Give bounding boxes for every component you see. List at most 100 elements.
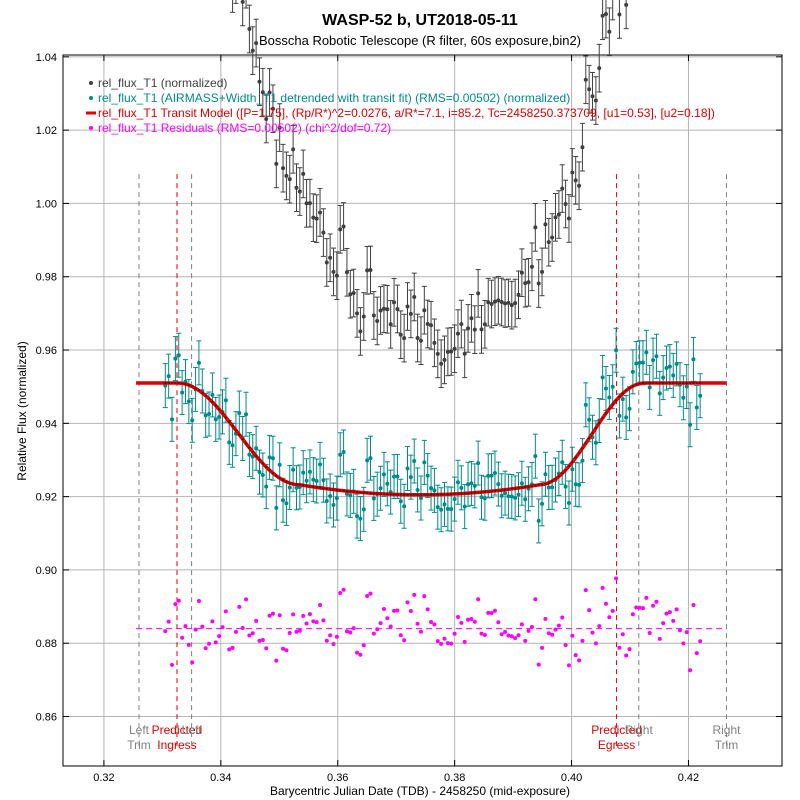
chart-title: WASP-52 b, UT2018-05-11 — [322, 12, 518, 29]
raw-flux-point — [566, 216, 571, 221]
raw-flux-point — [422, 308, 427, 313]
residual-point — [210, 619, 215, 624]
transit-model-point — [436, 493, 439, 496]
raw-flux-point — [432, 340, 437, 345]
detrended-flux-point — [425, 473, 430, 478]
raw-flux-point — [254, 41, 259, 46]
transit-model-point — [356, 491, 359, 494]
raw-flux-point — [425, 321, 430, 326]
transit-model-point — [584, 442, 587, 445]
residual-point — [432, 622, 437, 627]
raw-flux-point — [553, 215, 558, 220]
detrended-flux-point — [442, 502, 447, 507]
detrended-flux-point — [244, 412, 249, 417]
vertical-marker-label: Ingress — [157, 738, 196, 752]
residual-point — [277, 613, 282, 618]
residual-point — [203, 646, 208, 651]
y-axis-label: Relative Flux (normalized) — [15, 341, 29, 480]
transit-model-point — [541, 483, 544, 486]
transit-model-point — [578, 452, 581, 455]
detrended-flux-point — [190, 418, 195, 423]
raw-flux-point — [348, 292, 353, 297]
transit-model-point — [339, 489, 342, 492]
detrended-flux-point — [506, 494, 511, 499]
x-tick-label: 0.38 — [444, 772, 465, 784]
residual-point — [677, 628, 682, 633]
x-tick-label: 0.36 — [327, 772, 348, 784]
residual-point — [516, 633, 521, 638]
transit-model-point — [258, 458, 261, 461]
raw-flux-point — [284, 173, 289, 178]
detrended-flux-point — [560, 460, 565, 465]
transit-model-point — [477, 491, 480, 494]
detrended-flux-point — [593, 440, 598, 445]
detrended-flux-point — [694, 405, 699, 410]
raw-flux-point — [536, 281, 541, 286]
residual-point — [533, 597, 538, 602]
raw-flux-point — [590, 94, 595, 99]
residual-point — [634, 605, 639, 610]
y-tick-label: 1.04 — [36, 52, 57, 64]
residual-point — [583, 588, 588, 593]
transit-model-point — [302, 484, 305, 487]
transit-model-point — [433, 493, 436, 496]
raw-flux-point — [274, 161, 279, 166]
transit-model-point — [467, 492, 470, 495]
raw-flux-point — [307, 201, 312, 206]
residual-point — [260, 638, 265, 643]
raw-flux-point — [482, 322, 487, 327]
raw-flux-point — [580, 145, 585, 150]
transit-model-point — [554, 477, 557, 480]
detrended-flux-point — [412, 459, 417, 464]
residual-point — [590, 630, 595, 635]
y-tick-label: 0.88 — [36, 638, 57, 650]
residual-point — [355, 650, 360, 655]
residual-point — [267, 613, 272, 618]
transit-model-point — [551, 480, 554, 483]
residual-point — [617, 645, 622, 650]
transit-model-point — [641, 382, 644, 385]
detrended-flux-point — [523, 497, 528, 502]
transit-model-point — [604, 412, 607, 415]
transit-model-point — [211, 401, 214, 404]
raw-flux-point — [291, 147, 296, 152]
legend-entry: rel_flux_T1 (normalized) — [98, 76, 227, 90]
raw-flux-point — [304, 201, 309, 206]
transit-model-point — [648, 382, 651, 385]
residual-point — [597, 624, 602, 629]
transit-model-point — [261, 462, 264, 465]
detrended-flux-point — [620, 397, 625, 402]
transit-model-point — [241, 438, 244, 441]
vertical-marker-label: Trim — [127, 738, 151, 752]
detrended-flux-point — [267, 455, 272, 460]
vertical-marker-label: Trim — [715, 738, 739, 752]
residual-point — [472, 619, 477, 624]
transit-model-point — [366, 491, 369, 494]
transit-model-point — [514, 487, 517, 490]
residual-point — [247, 633, 252, 638]
detrended-flux-point — [489, 473, 494, 478]
detrended-flux-point — [371, 496, 376, 501]
detrended-flux-point — [257, 470, 262, 475]
transit-model-point — [231, 424, 234, 427]
detrended-flux-point — [455, 480, 460, 485]
transit-model-point — [322, 487, 325, 490]
residual-point — [499, 632, 504, 637]
transit-model-point — [197, 389, 200, 392]
detrended-flux-point — [536, 518, 541, 523]
transit-model-point — [319, 486, 322, 489]
raw-flux-point — [587, 87, 592, 92]
residuals-series — [136, 576, 727, 673]
transit-model-point — [621, 392, 624, 395]
residual-point — [207, 641, 212, 646]
vertical-marker-label: Egress — [598, 738, 635, 752]
transit-model-point — [278, 477, 281, 480]
residual-point — [482, 633, 487, 638]
detrended-flux-point — [452, 497, 457, 502]
raw-flux-series — [230, 0, 629, 389]
raw-flux-point — [526, 280, 531, 285]
detrended-flux-point — [355, 514, 360, 519]
residual-point — [566, 663, 571, 668]
transit-model-point — [672, 382, 675, 385]
